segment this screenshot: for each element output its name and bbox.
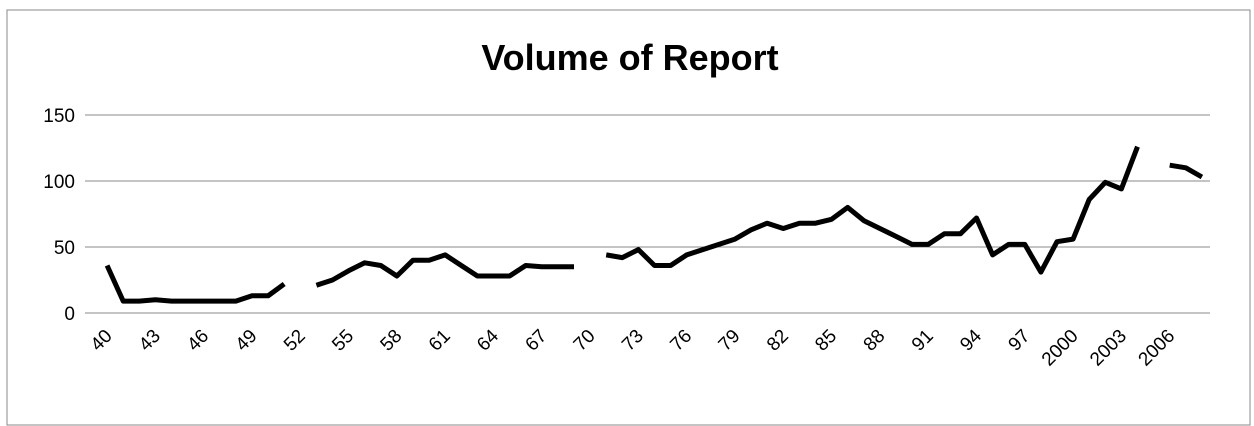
y-tick-label: 0 bbox=[64, 304, 75, 325]
y-tick-label: 150 bbox=[43, 106, 75, 127]
chart-border bbox=[6, 9, 1251, 426]
y-tick-label: 50 bbox=[54, 238, 75, 259]
data-line bbox=[104, 145, 1204, 304]
chart-title: Volume of Report bbox=[481, 37, 778, 78]
y-tick-label: 100 bbox=[43, 172, 75, 193]
